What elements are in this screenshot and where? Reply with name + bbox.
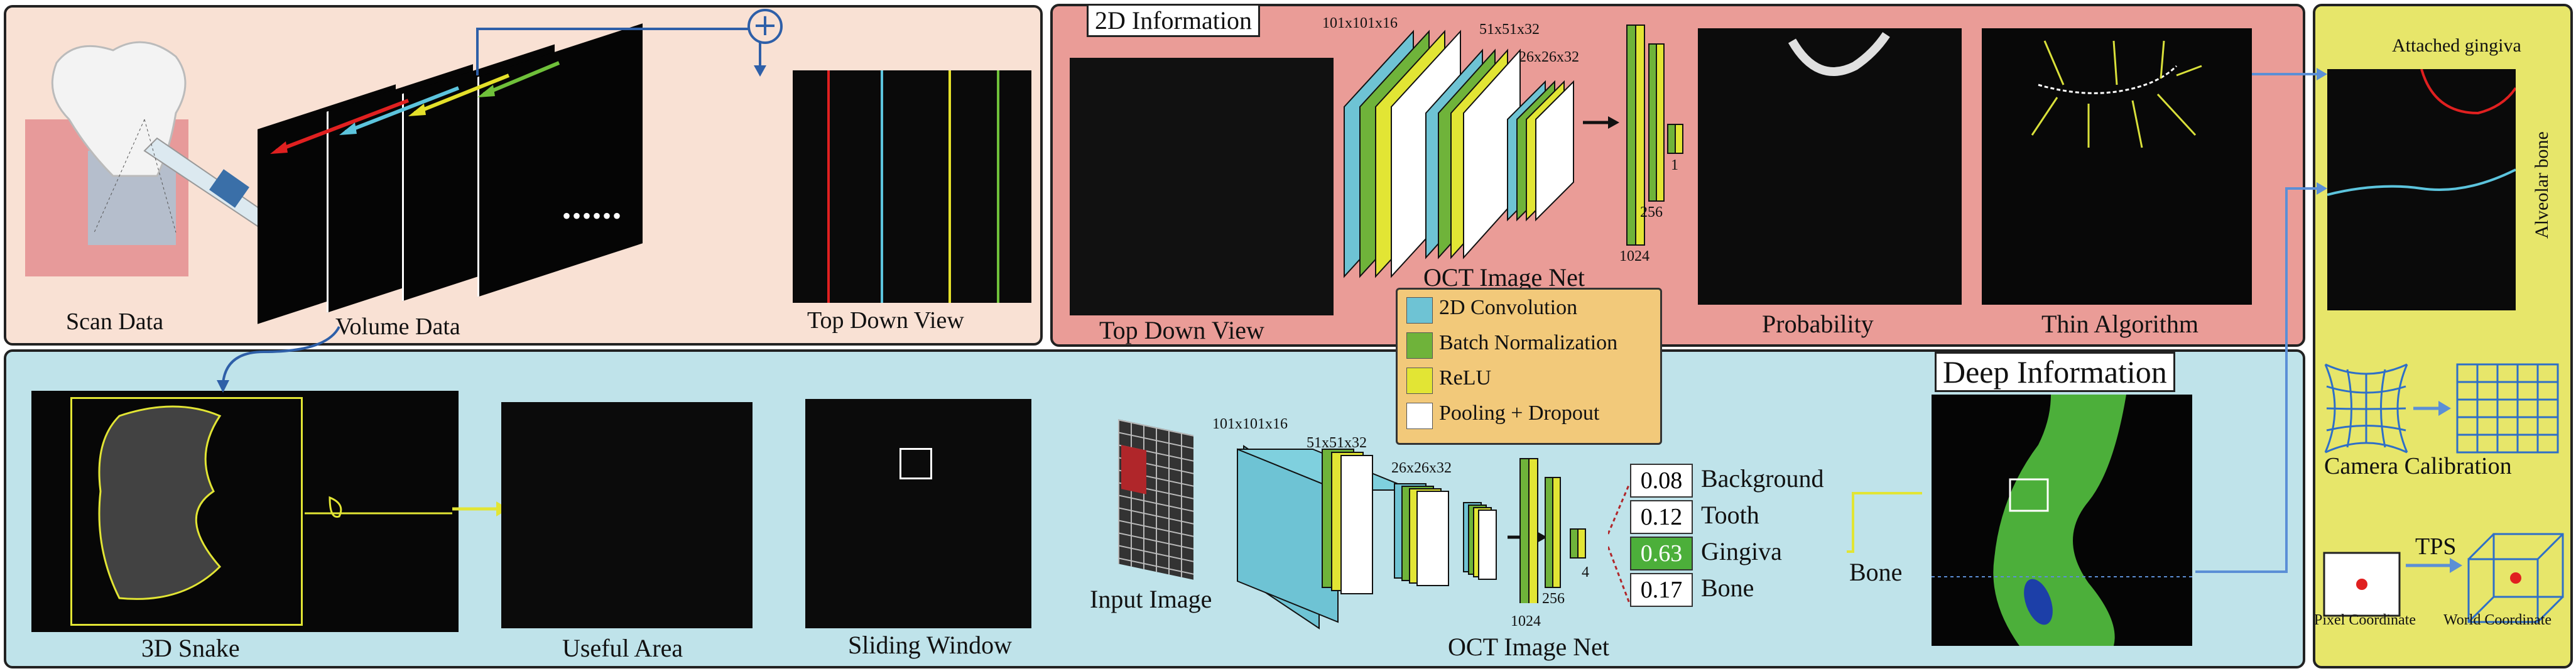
top-down-label-scan: Top Down View: [807, 307, 964, 334]
input-image: [1118, 419, 1193, 580]
input-highlight: [1121, 445, 1146, 494]
legend-label-relu: ReLU: [1439, 366, 1492, 390]
tps-graphic: [2323, 533, 2564, 623]
alveolar-bone-label: Alveolar bone: [2531, 131, 2552, 239]
deep-panel-title: Deep Information: [1935, 352, 2175, 392]
deep-fc-2: 256: [1542, 591, 1565, 607]
plus-connector: [476, 28, 766, 77]
gingiva-shape: [1932, 395, 2192, 646]
twod-dim-2: 51x51x32: [1479, 21, 1540, 38]
legend-swatch-pool: [1406, 403, 1433, 429]
red-line: [827, 70, 830, 303]
tooth-scan-illustration: [25, 41, 268, 276]
scan-data-label: Scan Data: [66, 308, 164, 335]
pixel-coordinate-label: Pixel Coordinate: [2314, 612, 2416, 628]
input-image-label: Input Image: [1090, 585, 1212, 613]
tps-label: TPS: [2415, 533, 2457, 560]
final-annotated-image: [2327, 69, 2516, 310]
yellow-line: [948, 70, 951, 303]
deep-dim-3: 26x26x32: [1391, 460, 1452, 476]
twod-dim-1: 101x101x16: [1322, 15, 1398, 31]
legend-label-pool: Pooling + Dropout: [1439, 401, 1600, 425]
probability-label: Probability: [1762, 310, 1874, 338]
camera-calibration-label: Camera Calibration: [2324, 453, 2512, 479]
prob-value-gingiva: 0.63: [1630, 537, 1693, 570]
deep-fc-layers: [1519, 458, 1586, 603]
volume-arrows: [270, 61, 560, 154]
legend-swatch-bn: [1406, 332, 1433, 359]
legend: 2D Convolution Batch Normalization ReLU …: [1396, 288, 1662, 445]
deep-dim-1: 101x101x16: [1212, 416, 1288, 432]
prob-value-tooth: 0.12: [1630, 500, 1693, 534]
useful-area-label: Useful Area: [562, 634, 683, 662]
prob-label-bone: Bone: [1701, 574, 1754, 602]
deep-dim-2: 51x51x32: [1307, 435, 1367, 451]
twod-fc-2: 256: [1640, 204, 1663, 221]
plus-circle: +: [747, 9, 783, 44]
snake-contour: [98, 405, 452, 600]
legend-swatch-conv: [1406, 297, 1433, 324]
thin-algorithm-image: [1982, 28, 2252, 305]
prob-label-background: Background: [1701, 464, 1824, 493]
legend-swatch-relu: [1406, 368, 1433, 394]
sliding-window-box: [899, 448, 932, 479]
useful-area-image: [501, 402, 753, 628]
prob-label-tooth: Tooth: [1701, 501, 1759, 529]
final-curves: [2327, 69, 2516, 196]
deep-bone-label: Bone: [1849, 558, 1903, 586]
prob-connector: [1608, 483, 1922, 604]
thin-curve: [2031, 40, 2202, 148]
prob-value-bone: 0.17: [1630, 573, 1693, 607]
volume-dots: ••••••: [562, 202, 623, 230]
snake-image: [31, 391, 459, 632]
twod-fc-1: 1024: [1619, 248, 1649, 265]
deep-fc-1: 1024: [1511, 613, 1541, 630]
volume-data-label: Volume Data: [335, 314, 460, 340]
twod-net-label: OCT Image Net: [1423, 263, 1585, 292]
world-coordinate-label: World Coordinate: [2443, 612, 2552, 628]
snake-yellow-box: [70, 397, 303, 626]
camera-calibration-graphic: [2324, 363, 2559, 454]
twod-top-down-label: Top Down View: [1099, 316, 1264, 344]
deep-fc-3: 4: [1582, 564, 1589, 581]
legend-label-bn: Batch Normalization: [1439, 331, 1618, 354]
deep-cnn-diagram: [1237, 445, 1547, 630]
legend-label-conv: 2D Convolution: [1439, 296, 1578, 319]
sliding-window-image: [805, 399, 1031, 628]
prob-label-gingiva: Gingiva: [1701, 537, 1782, 565]
twod-dim-3: 26x26x32: [1519, 49, 1579, 65]
probability-image: [1698, 28, 1962, 305]
green-line: [997, 70, 999, 303]
twod-fc-3: 1: [1671, 157, 1678, 173]
snake-label: 3D Snake: [141, 634, 240, 662]
thin-algorithm-label: Thin Algorithm: [2041, 310, 2198, 338]
probability-curve: [1788, 32, 1890, 76]
attached-gingiva-label: Attached gingiva: [2392, 35, 2521, 56]
prob-value-background: 0.08: [1630, 464, 1693, 498]
twod-top-down-image: [1070, 58, 1334, 315]
twod-panel-title: 2D Information: [1087, 4, 1260, 37]
top-down-view-image: [793, 70, 1031, 303]
deep-result-image: [1932, 395, 2192, 646]
twod-cnn-diagram: [1344, 25, 1683, 278]
twod-layer-stack: [1344, 30, 1574, 278]
sliding-window-label: Sliding Window: [848, 631, 1013, 659]
deep-net-label: OCT Image Net: [1448, 633, 1609, 661]
blue-line: [881, 70, 883, 303]
plus-symbol: +: [752, 8, 778, 43]
